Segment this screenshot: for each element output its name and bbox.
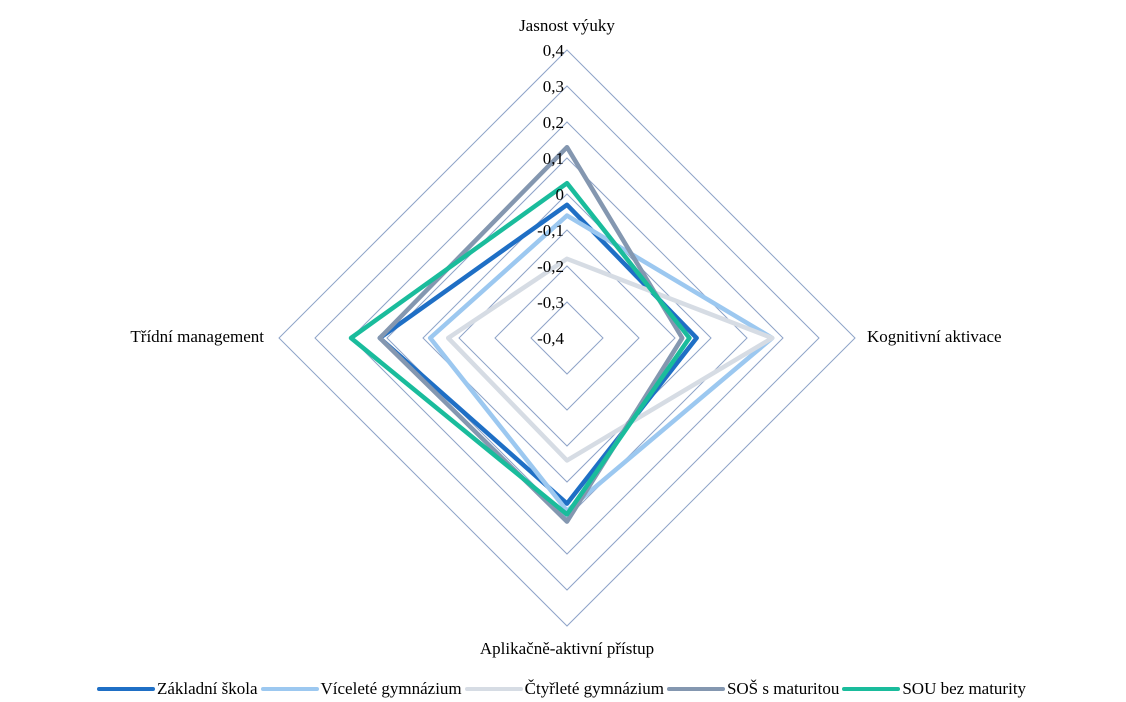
series-line-0 (377, 202, 699, 506)
radar-axis-labels: Jasnost výuky Kognitivní aktivace Aplika… (130, 16, 1001, 658)
legend-item-zakladni-skola: Základní škola (96, 679, 258, 699)
series-line-4 (348, 180, 692, 517)
series-line-2 (445, 256, 775, 463)
legend-label: Víceleté gymnázium (320, 679, 462, 698)
tick-label: -0,3 (537, 293, 564, 312)
legend-label: SOŠ s maturitou (726, 679, 840, 698)
legend-item-ctyrlete-gymnazium: Čtyřleté gymnázium (464, 679, 664, 699)
grid-ring (350, 121, 784, 555)
legend-item-sou-bez-maturity: SOU bez maturity (842, 679, 1026, 699)
radar-series (348, 144, 775, 524)
grid-ring (494, 265, 640, 411)
legend-item-vicelete-gymnazium: Víceleté gymnázium (260, 679, 462, 699)
radar-chart: 0,4 0,3 0,2 0,1 0 -0,1 -0,2 -0,3 -0,4 Jasnost vý… (130, 16, 1001, 658)
legend-label: SOU bez maturity (902, 679, 1027, 698)
legend-swatch (464, 687, 523, 691)
axis-label-jasnost-vyuky: Jasnost výuky (519, 16, 615, 35)
tick-label: -0,1 (537, 221, 564, 240)
grid-ring (422, 193, 712, 483)
legend-swatch (666, 687, 725, 691)
legend-swatch (842, 687, 901, 691)
chart-legend: Základní škola Víceleté gymnázium Čtyřle… (0, 676, 1126, 702)
tick-label: 0,2 (543, 113, 564, 132)
tick-label: 0 (556, 185, 565, 204)
tick-label: 0,1 (543, 149, 564, 168)
tick-label: 0,3 (543, 77, 564, 96)
legend-swatch (96, 687, 155, 691)
tick-label: -0,2 (537, 257, 564, 276)
grid-ring (530, 301, 604, 375)
legend-label: Čtyřleté gymnázium (524, 679, 664, 698)
tick-label: 0,4 (543, 41, 565, 60)
legend-item-sos-s-maturitou: SOŠ s maturitou (666, 679, 840, 699)
grid-ring (278, 49, 856, 627)
axis-label-aplikacne-aktivni-pristup: Aplikačně-aktivní přístup (480, 639, 654, 658)
tick-label: -0,4 (537, 329, 564, 348)
grid-ring (458, 229, 676, 447)
axis-label-kognitivni-aktivace: Kognitivní aktivace (867, 327, 1002, 346)
legend-swatch (260, 687, 319, 691)
axis-label-tridni-management: Třídní management (130, 327, 264, 346)
radar-tick-labels: 0,4 0,3 0,2 0,1 0 -0,1 -0,2 -0,3 -0,4 (537, 41, 564, 348)
legend-label: Základní škola (156, 679, 258, 698)
grid-ring (314, 85, 820, 591)
